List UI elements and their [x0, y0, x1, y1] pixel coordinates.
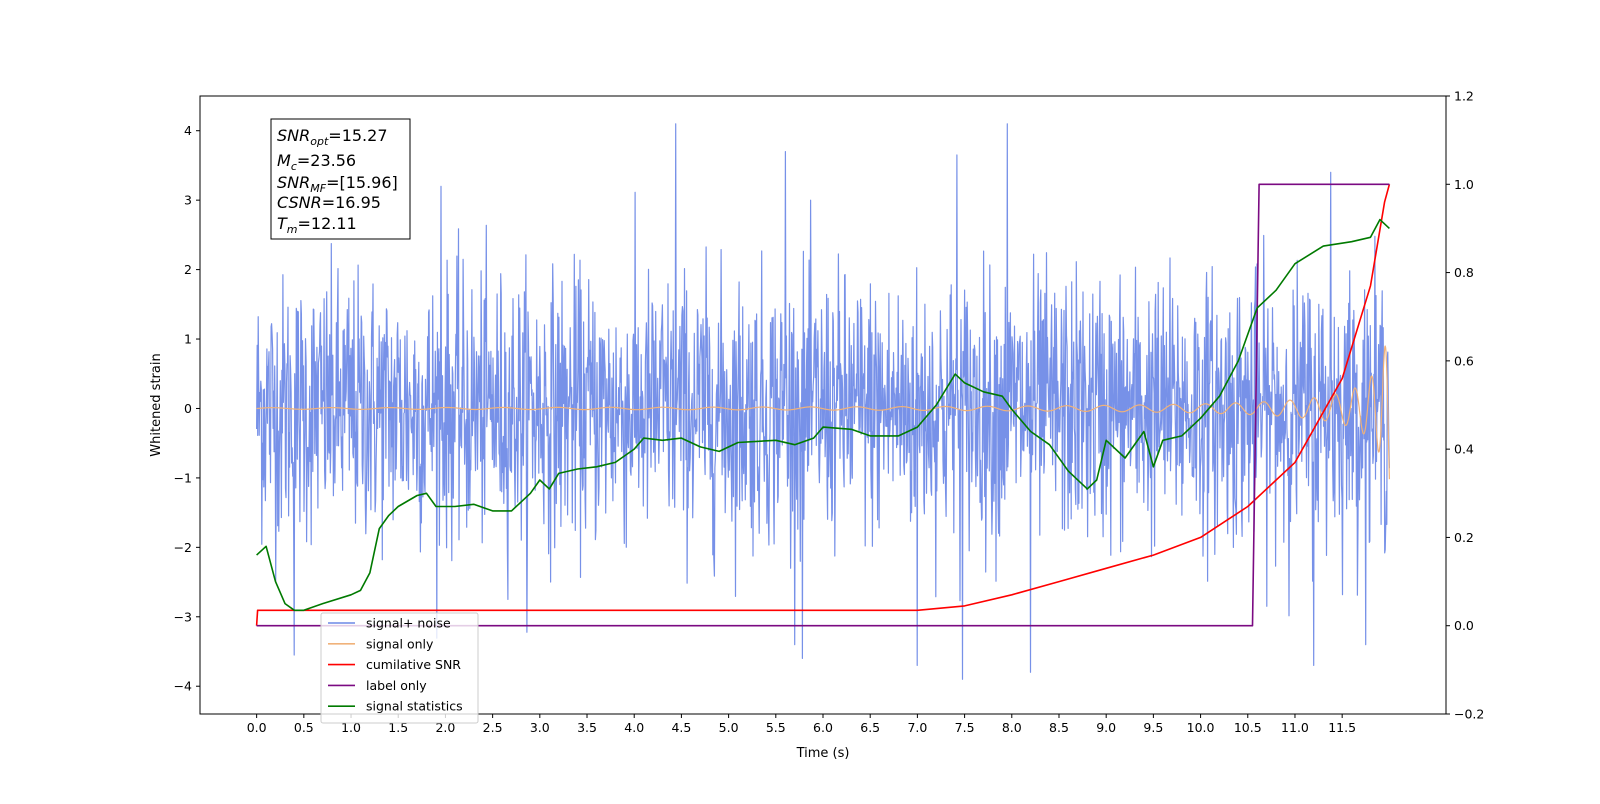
x-tick-label: 11.0: [1281, 720, 1309, 735]
y-right-tick-label: 0.8: [1454, 265, 1474, 280]
legend-label: signal+ noise: [366, 616, 451, 631]
x-tick-label: 1.5: [388, 720, 408, 735]
y-right-tick-label: 1.2: [1454, 89, 1474, 104]
x-tick-label: 8.0: [1002, 720, 1022, 735]
y-right-ticks: −0.2 0.0 0.2 0.4 0.6 0.8 1.0 1.2: [1446, 89, 1484, 722]
x-tick-label: 2.0: [435, 720, 455, 735]
x-tick-label: 10.0: [1187, 720, 1215, 735]
x-tick-label: 3.5: [577, 720, 597, 735]
y-right-tick-label: 0.4: [1454, 442, 1474, 457]
x-tick-label: 7.0: [907, 720, 927, 735]
series-signal-only: [256, 345, 1390, 480]
x-tick-label: 9.5: [1143, 720, 1163, 735]
x-tick-label: 4.0: [624, 720, 644, 735]
y-tick-label: −2: [174, 540, 192, 555]
legend-label: signal only: [366, 636, 434, 651]
x-ticks: 0.0 0.5 1.0 1.5 2.0 2.5 3.0 3.5 4.0 4.5 5.0 5.5 6.0 6…: [247, 714, 1356, 735]
annotation-mc: Mc=23.56: [277, 151, 356, 173]
x-tick-label: 5.0: [719, 720, 739, 735]
x-tick-label: 8.5: [1049, 720, 1069, 735]
y-tick-label: −4: [174, 679, 192, 694]
x-tick-label: 2.5: [483, 720, 503, 735]
y-left-ticks: −4 −3 −2 −1 0 1 2 3 4: [174, 123, 200, 694]
series-signal-statistics: [256, 218, 1390, 612]
y-tick-label: 2: [184, 262, 192, 277]
y-right-tick-label: 0.2: [1454, 530, 1474, 545]
y-tick-label: 4: [184, 123, 192, 138]
legend-label: signal statistics: [366, 699, 463, 714]
x-tick-label: 0.0: [247, 720, 267, 735]
x-tick-label: 11.5: [1328, 720, 1356, 735]
y-right-tick-label: 0.6: [1454, 353, 1474, 368]
x-tick-label: 7.5: [955, 720, 975, 735]
y-right-tick-label: −0.2: [1454, 707, 1484, 722]
x-tick-label: 3.0: [530, 720, 550, 735]
x-tick-label: 0.5: [294, 720, 314, 735]
y-tick-label: −3: [174, 609, 192, 624]
y-right-tick-label: 0.0: [1454, 618, 1474, 633]
x-tick-label: 10.5: [1234, 720, 1262, 735]
series-layer: [255, 123, 1391, 680]
series-signal-noise: [256, 123, 1390, 680]
x-tick-label: 4.5: [671, 720, 691, 735]
x-axis-label: Time (s): [796, 746, 850, 761]
x-tick-label: 6.5: [860, 720, 880, 735]
y-right-tick-label: 1.0: [1454, 177, 1474, 192]
y-tick-label: −1: [174, 470, 192, 485]
annotation-tm: Tm=12.11: [277, 214, 357, 236]
legend: signal+ noise signal only cumilative SNR la…: [320, 612, 479, 724]
legend-label: label only: [366, 678, 427, 693]
series-label-only: [256, 183, 1390, 627]
legend-label: cumilative SNR: [366, 657, 461, 672]
x-tick-label: 9.0: [1096, 720, 1116, 735]
x-tick-label: 1.0: [341, 720, 361, 735]
annotation-csnr: CSNR=16.95: [277, 193, 381, 212]
annotation-snr-opt: SNRopt=15.27: [277, 126, 388, 148]
x-tick-label: 5.5: [766, 720, 786, 735]
y-tick-label: 0: [184, 401, 192, 416]
series-cumilative-snr: [255, 184, 1391, 626]
y-tick-label: 1: [184, 332, 192, 347]
annotation-box: SNRopt=15.27 Mc=23.56 SNRMF=[15.96] CSNR…: [270, 118, 411, 240]
annotation-snr-mf: SNRMF=[15.96]: [277, 173, 398, 195]
y-tick-label: 3: [184, 193, 192, 208]
x-tick-label: 6.0: [813, 720, 833, 735]
y-axis-label: Whitened strain: [149, 353, 164, 456]
